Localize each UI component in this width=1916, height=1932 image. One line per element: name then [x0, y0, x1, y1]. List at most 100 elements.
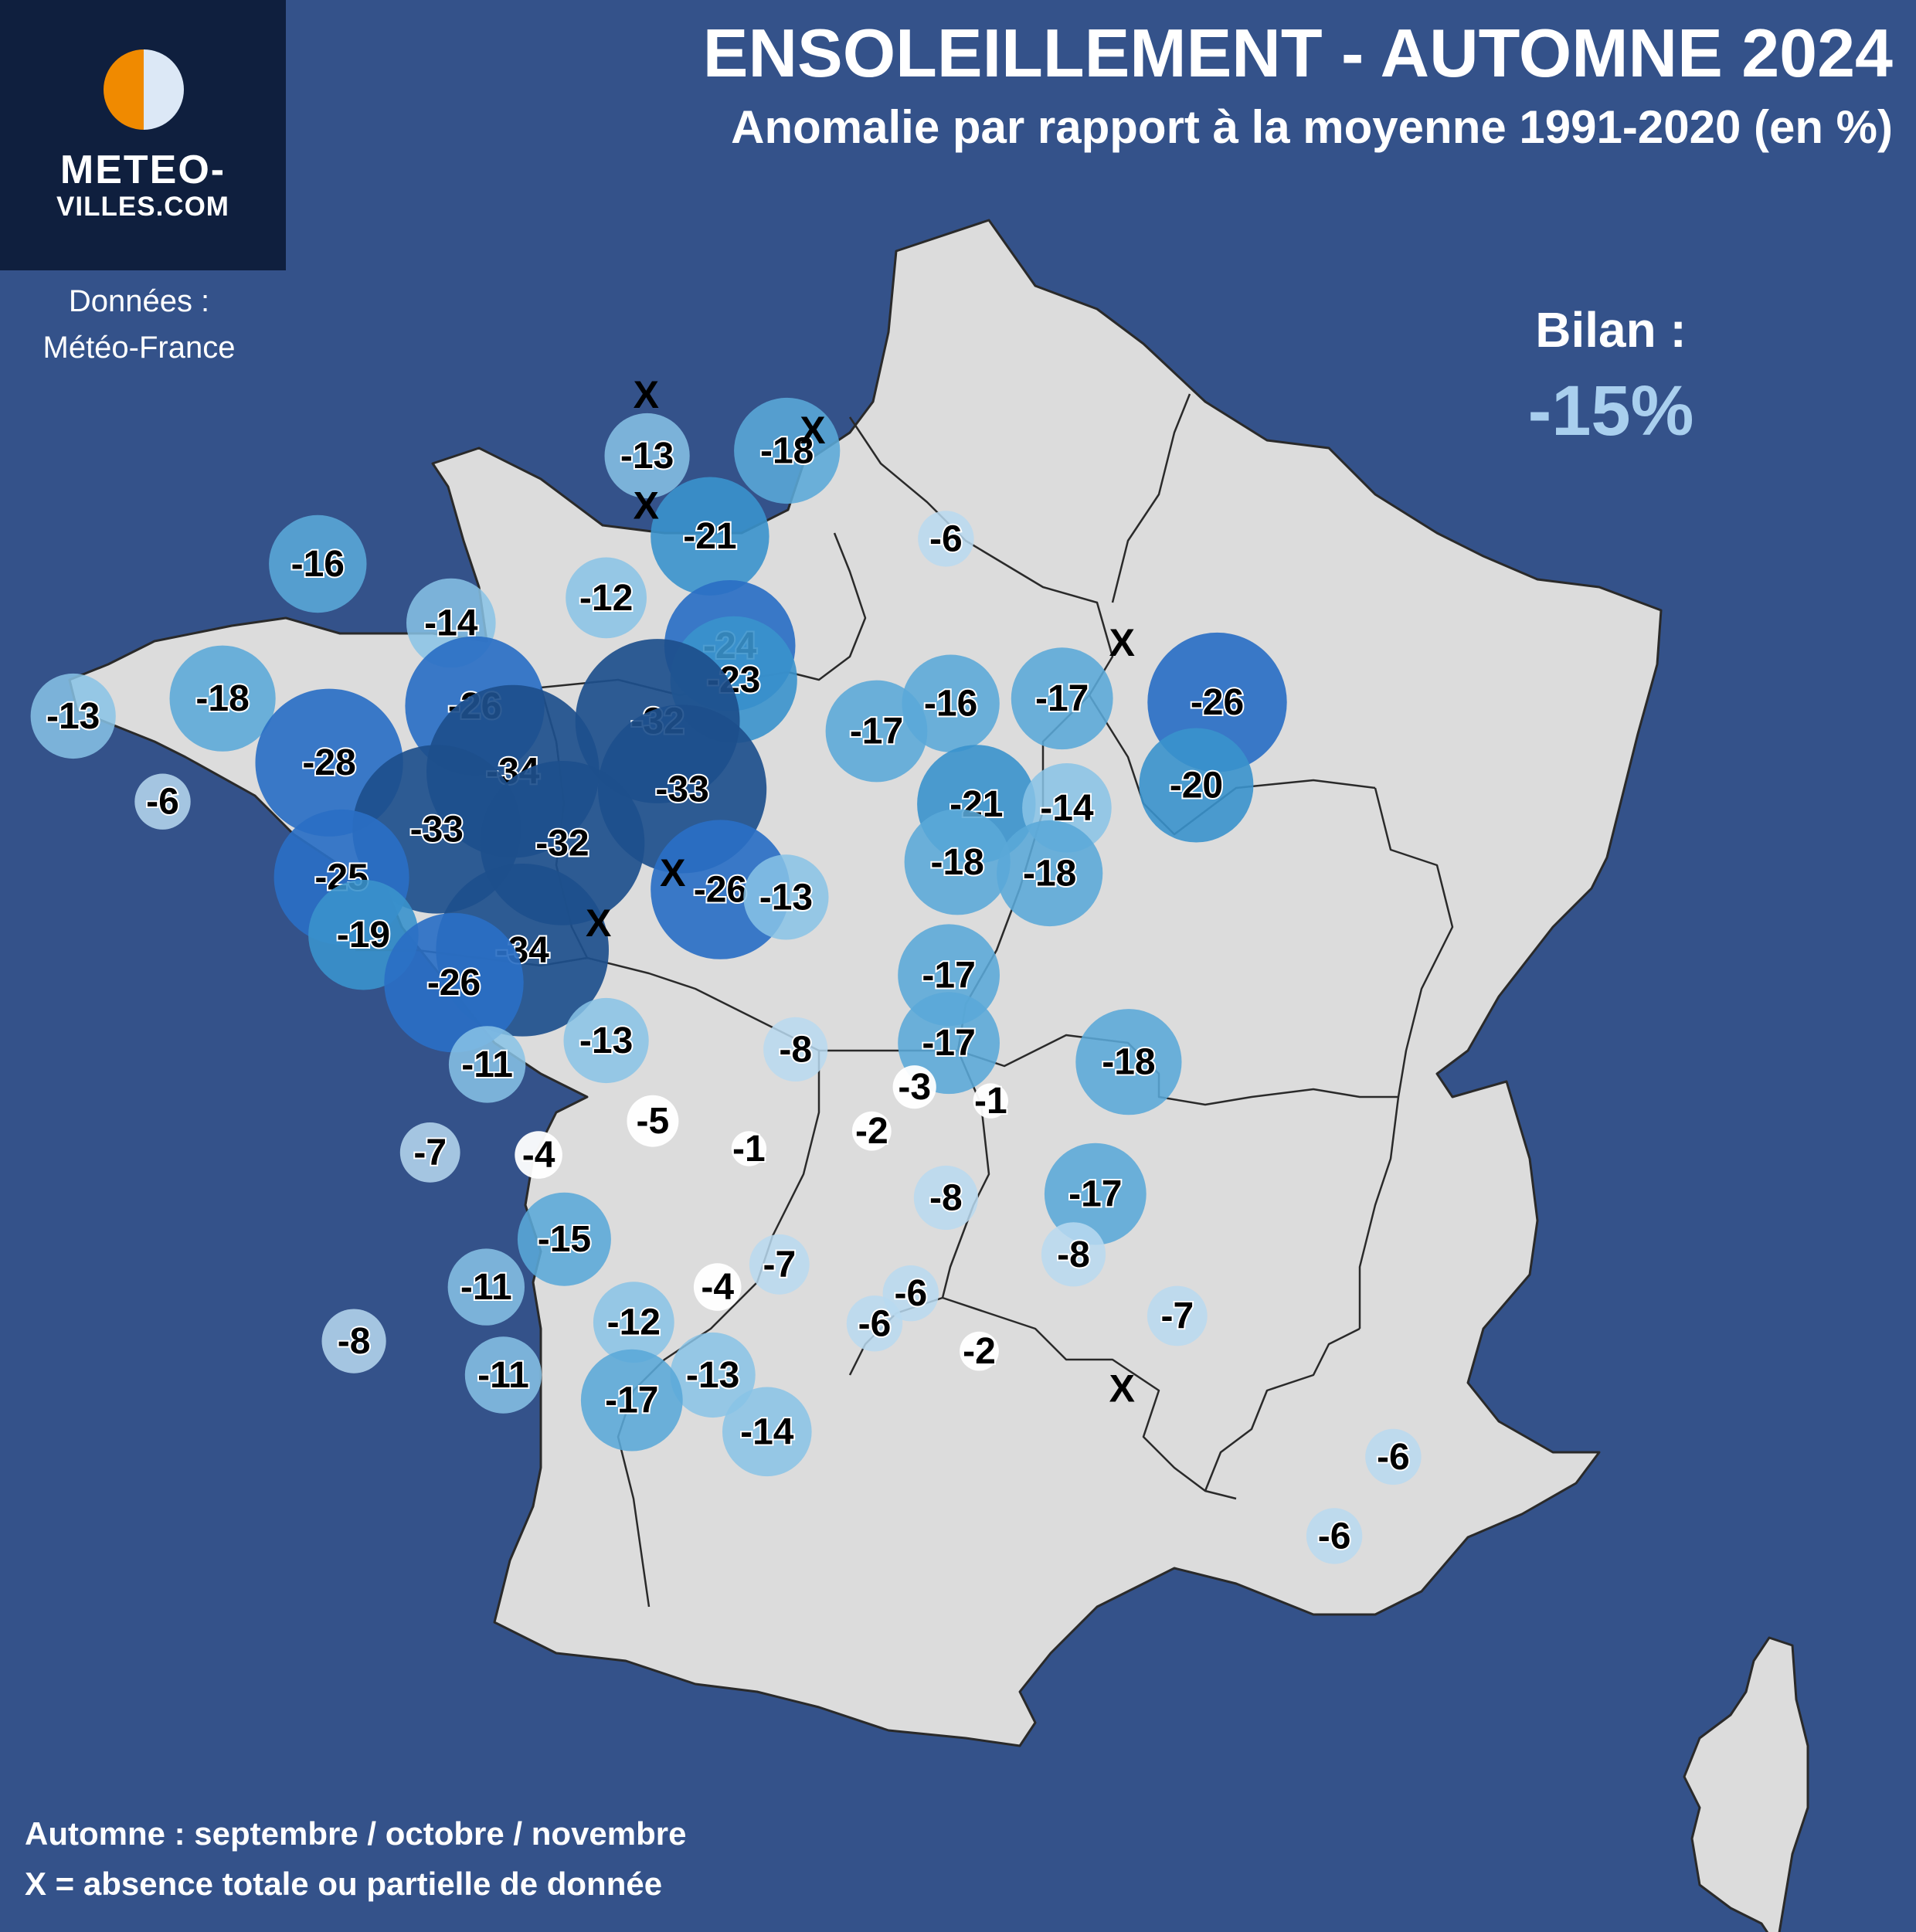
station-marker: -8	[1041, 1222, 1106, 1287]
mainland-france-outline	[68, 219, 1663, 1747]
station-circle	[30, 673, 116, 759]
station-marker: -6	[1306, 1508, 1363, 1564]
station-marker: -18	[997, 820, 1103, 927]
station-anomaly-label: -17	[1068, 1174, 1122, 1215]
station-marker: -6	[134, 773, 191, 830]
station-anomaly-label: -13	[579, 1020, 633, 1061]
station-anomaly-label: -6	[858, 1303, 892, 1344]
station-marker: -20	[1139, 728, 1254, 843]
station-marker: -18	[1075, 1009, 1182, 1115]
source-label: Données :	[68, 284, 210, 318]
station-circle	[566, 557, 647, 639]
station-circle	[846, 1295, 903, 1352]
station-circle	[627, 1095, 679, 1147]
station-anomaly-label: -8	[338, 1321, 371, 1362]
station-circle	[651, 477, 769, 596]
station-marker: -6	[846, 1295, 903, 1352]
station-marker: -18	[169, 645, 276, 752]
corsica-outline	[1683, 1636, 1809, 1932]
station-anomaly-label: -18	[1023, 854, 1076, 895]
station-circle	[973, 1083, 1009, 1119]
station-anomaly-label: -8	[779, 1029, 812, 1070]
station-marker: -13	[743, 854, 829, 940]
station-anomaly-label: -1	[974, 1081, 1007, 1122]
sun-logo-icon	[104, 49, 184, 130]
station-anomaly-label: -3	[898, 1067, 931, 1108]
station-marker: -26	[384, 912, 524, 1053]
station-anomaly-label: -6	[1318, 1516, 1351, 1557]
station-anomaly-label: -1	[732, 1129, 766, 1170]
station-anomaly-label: -12	[579, 578, 633, 619]
missing-data-marker: X	[634, 373, 659, 416]
station-marker: -2	[960, 1329, 999, 1373]
station-anomaly-label: -15	[538, 1219, 591, 1260]
station-anomaly-label: -11	[477, 1355, 529, 1396]
station-anomaly-label: -6	[929, 518, 963, 559]
station-anomaly-label: -6	[894, 1273, 927, 1314]
station-anomaly-label: -18	[760, 431, 814, 472]
station-circle	[169, 645, 276, 752]
station-anomaly-label: -17	[1035, 678, 1089, 719]
station-circle	[604, 413, 690, 499]
station-circle	[1139, 728, 1254, 843]
station-anomaly-label: -18	[931, 842, 984, 883]
station-circle	[693, 1263, 742, 1311]
station-marker: -6	[918, 511, 974, 567]
missing-data-marker: X	[660, 851, 685, 895]
station-circle	[763, 1017, 828, 1081]
station-anomaly-label: -17	[605, 1380, 658, 1421]
station-marker: -18	[734, 397, 841, 504]
station-circle	[1011, 647, 1113, 750]
station-anomaly-label: -6	[146, 782, 179, 823]
station-circle	[670, 1332, 756, 1418]
station-anomaly-label: -6	[1377, 1437, 1410, 1478]
station-anomaly-label: -19	[337, 915, 390, 956]
station-circle	[892, 1065, 936, 1109]
station-circle	[731, 1131, 767, 1166]
station-anomaly-label: -13	[46, 696, 100, 737]
missing-data-marker: X	[634, 484, 659, 528]
station-anomaly-label: -2	[963, 1331, 996, 1372]
station-anomaly-label: -32	[535, 823, 589, 864]
station-marker: -8	[321, 1309, 386, 1373]
station-anomaly-label: -33	[655, 769, 708, 810]
page-subtitle: Anomalie par rapport à la moyenne 1991-2…	[731, 101, 1893, 153]
station-circle	[851, 1111, 892, 1151]
station-circle	[1365, 1428, 1422, 1486]
station-anomaly-label: -33	[410, 810, 464, 851]
station-anomaly-label: -11	[460, 1267, 512, 1308]
station-circle	[580, 1349, 683, 1452]
station-marker: -12	[566, 557, 647, 639]
station-anomaly-label: -28	[302, 742, 355, 783]
station-circle	[1306, 1508, 1363, 1564]
station-anomaly-label: -4	[522, 1135, 555, 1176]
station-anomaly-label: -17	[922, 1023, 975, 1064]
station-marker: -11	[447, 1248, 525, 1326]
station-marker: -8	[763, 1017, 828, 1081]
station-marker: -1	[731, 1127, 767, 1171]
logo: METEO- VILLES.COM	[0, 0, 286, 270]
logo-name: METEO-	[59, 148, 226, 192]
station-anomaly-label: -26	[694, 870, 747, 911]
missing-data-marker: X	[1109, 621, 1135, 664]
station-circle	[913, 1165, 978, 1231]
station-anomaly-label: -17	[922, 955, 975, 996]
station-anomaly-label: -5	[637, 1101, 670, 1142]
station-anomaly-label: -4	[701, 1267, 734, 1308]
station-anomaly-label: -20	[1170, 766, 1223, 806]
station-circle	[384, 912, 524, 1053]
station-circle	[743, 854, 829, 940]
station-circle	[749, 1234, 810, 1295]
station-circle	[722, 1387, 812, 1477]
station-marker: -15	[517, 1192, 611, 1286]
station-marker: -17	[1011, 647, 1113, 750]
station-marker: -17	[825, 680, 928, 783]
station-anomaly-label: -21	[683, 516, 736, 557]
station-circle	[517, 1192, 611, 1286]
station-circle	[1041, 1222, 1106, 1287]
station-circle	[515, 1131, 562, 1179]
station-marker: -17	[580, 1349, 683, 1452]
station-anomaly-label: -13	[759, 877, 813, 918]
station-marker: -11	[464, 1336, 542, 1414]
